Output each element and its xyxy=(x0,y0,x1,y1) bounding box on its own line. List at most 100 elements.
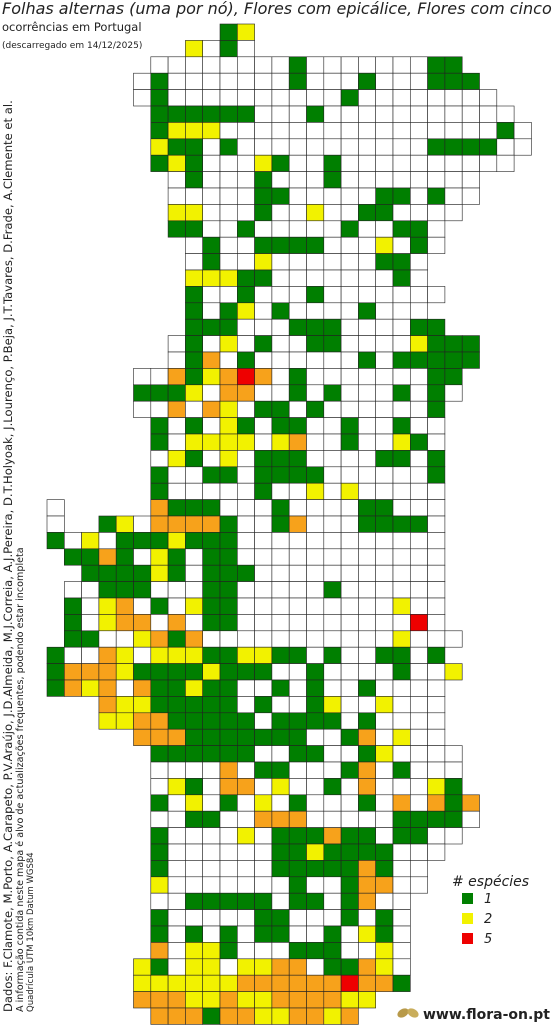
grid-cell xyxy=(427,761,446,779)
grid-cell xyxy=(64,614,82,632)
grid-cell xyxy=(392,302,411,320)
grid-cell xyxy=(375,105,394,123)
grid-cell xyxy=(219,89,238,107)
grid-cell xyxy=(392,89,411,107)
grid-cell xyxy=(358,450,376,468)
grid-cell xyxy=(306,958,325,976)
grid-cell xyxy=(219,712,238,730)
grid-cell xyxy=(185,72,203,90)
grid-cell xyxy=(237,1007,255,1025)
grid-cell xyxy=(254,154,273,172)
grid-cell xyxy=(340,876,359,894)
grid-cell xyxy=(461,122,480,140)
grid-cell xyxy=(392,564,411,582)
grid-cell xyxy=(202,532,221,550)
grid-cell xyxy=(237,843,255,861)
grid-cell xyxy=(288,335,307,353)
grid-cell xyxy=(271,105,290,123)
grid-cell xyxy=(409,794,428,812)
grid-cell xyxy=(98,548,117,566)
grid-cell xyxy=(150,728,169,746)
grid-cell xyxy=(375,499,394,517)
grid-cell xyxy=(444,778,463,796)
grid-cell xyxy=(288,679,307,697)
grid-cell xyxy=(340,384,359,402)
grid-cell xyxy=(427,663,446,681)
grid-cell xyxy=(323,581,342,599)
grid-cell xyxy=(254,646,273,664)
grid-cell xyxy=(219,253,238,271)
grid-cell xyxy=(461,810,480,828)
grid-cell xyxy=(358,663,376,681)
grid-info: Quadrícula UTM 10km Datum WGS84 xyxy=(26,852,36,1012)
grid-cell xyxy=(375,712,394,730)
grid-cell xyxy=(288,72,307,90)
grid-cell xyxy=(237,154,255,172)
grid-cell xyxy=(150,1007,169,1025)
grid-cell xyxy=(288,843,307,861)
grid-cell xyxy=(150,515,169,533)
grid-cell xyxy=(167,122,186,140)
grid-cell xyxy=(392,72,411,90)
grid-cell xyxy=(409,761,428,779)
grid-cell xyxy=(150,384,169,402)
grid-cell xyxy=(375,646,394,664)
grid-cell xyxy=(202,663,221,681)
grid-cell xyxy=(409,187,428,205)
grid-cell xyxy=(340,400,359,418)
grid-cell xyxy=(271,974,290,992)
grid-cell xyxy=(254,843,273,861)
grid-cell xyxy=(133,728,152,746)
grid-cell xyxy=(254,384,273,402)
grid-cell xyxy=(167,204,186,222)
grid-cell xyxy=(202,974,221,992)
grid-cell xyxy=(185,942,203,960)
grid-cell xyxy=(358,400,376,418)
grid-cell xyxy=(133,614,152,632)
grid-cell xyxy=(323,778,342,796)
grid-cell xyxy=(409,532,428,550)
grid-cell xyxy=(219,991,238,1009)
grid-cell xyxy=(254,909,273,927)
grid-cell xyxy=(375,56,394,74)
grid-cell xyxy=(306,876,325,894)
grid-cell xyxy=(254,630,273,648)
grid-cell xyxy=(81,663,100,681)
grid-cell xyxy=(185,564,203,582)
grid-cell xyxy=(358,630,376,648)
grid-cell xyxy=(219,40,238,58)
grid-cell xyxy=(323,171,342,189)
grid-cell xyxy=(288,1007,307,1025)
grid-cell xyxy=(461,187,480,205)
grid-cell xyxy=(358,335,376,353)
grid-cell xyxy=(427,368,446,386)
grid-cell xyxy=(392,974,411,992)
grid-cell xyxy=(167,515,186,533)
grid-cell xyxy=(461,138,480,156)
grid-cell xyxy=(306,236,325,254)
grid-cell xyxy=(219,532,238,550)
grid-cell xyxy=(219,105,238,123)
grid-cell xyxy=(150,581,169,599)
grid-cell xyxy=(288,892,307,910)
grid-cell xyxy=(288,876,307,894)
grid-cell xyxy=(167,712,186,730)
grid-cell xyxy=(323,663,342,681)
grid-cell xyxy=(427,482,446,500)
grid-cell xyxy=(237,368,255,386)
grid-cell xyxy=(288,400,307,418)
grid-cell xyxy=(271,696,290,714)
grid-cell xyxy=(409,499,428,517)
grid-cell xyxy=(340,56,359,74)
grid-cell xyxy=(306,286,325,304)
grid-cell xyxy=(306,909,325,927)
grid-cell xyxy=(392,860,411,878)
grid-cell xyxy=(150,548,169,566)
grid-cell xyxy=(358,942,376,960)
grid-cell xyxy=(409,417,428,435)
grid-cell xyxy=(237,302,255,320)
grid-cell xyxy=(323,269,342,287)
grid-cell xyxy=(358,72,376,90)
grid-cell xyxy=(271,433,290,451)
grid-cell xyxy=(185,761,203,779)
